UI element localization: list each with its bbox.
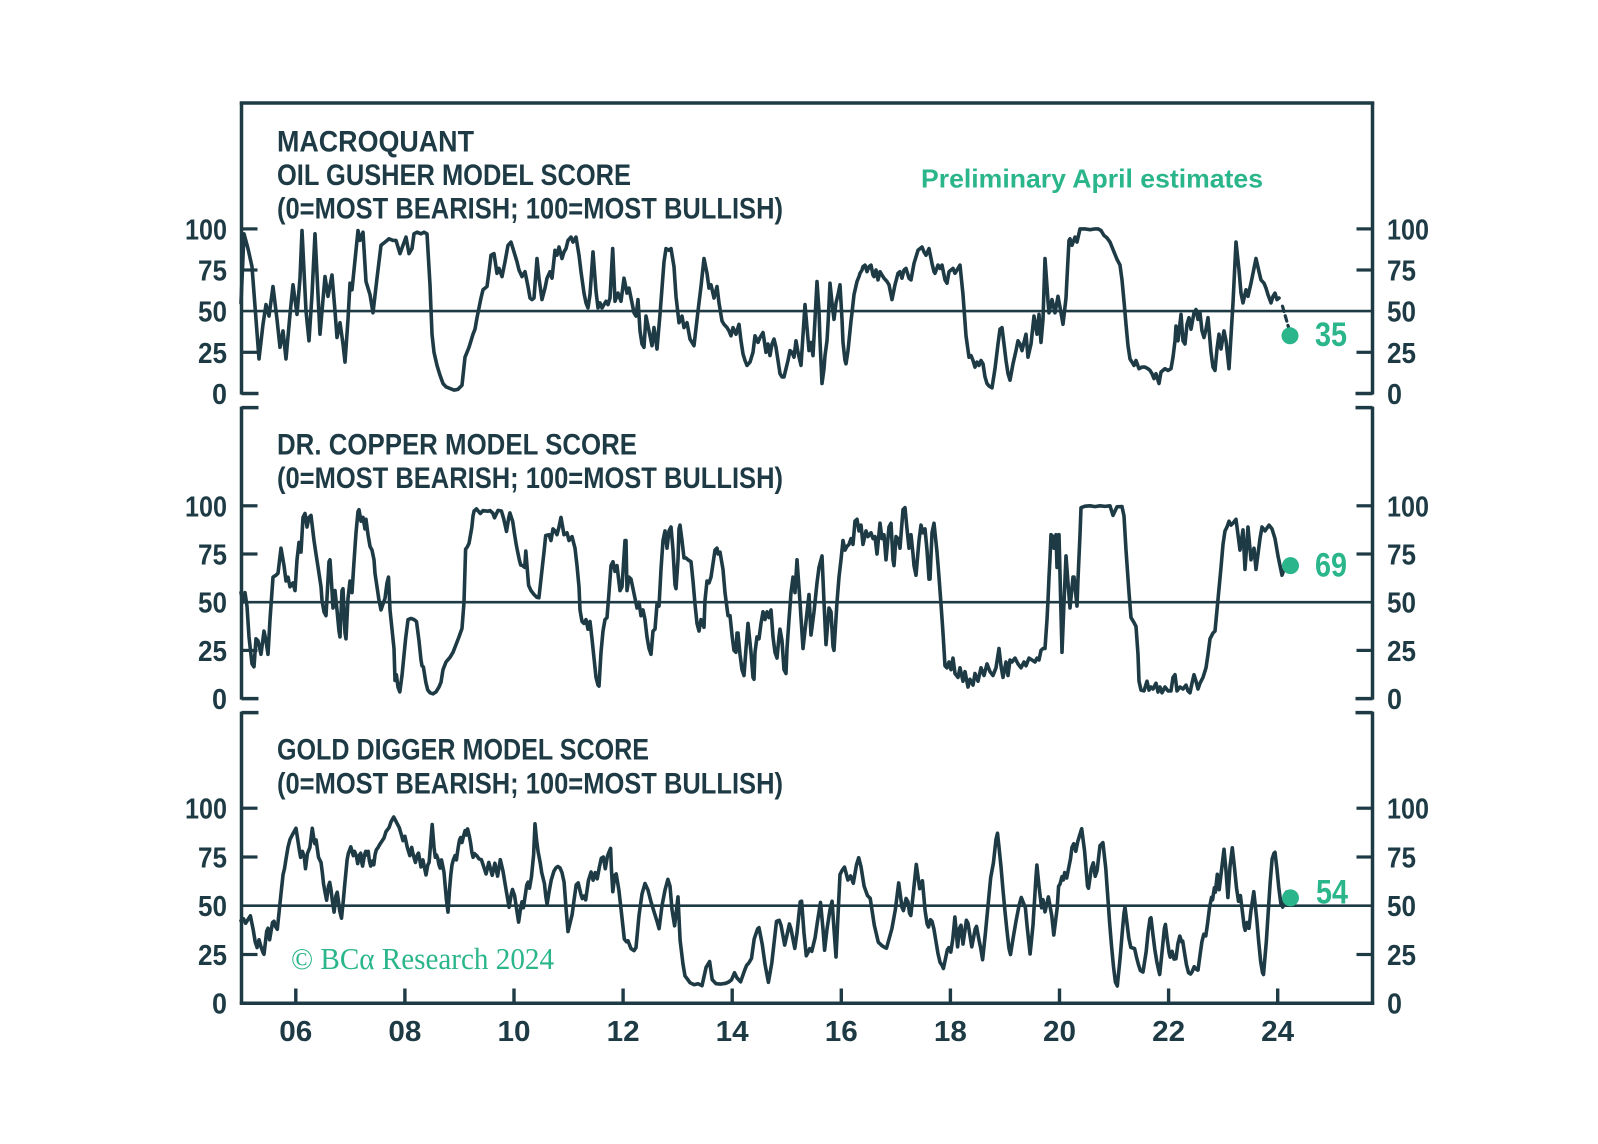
- svg-text:75: 75: [198, 256, 227, 288]
- svg-text:50: 50: [198, 588, 227, 620]
- svg-text:(0=MOST BEARISH; 100=MOST BULL: (0=MOST BEARISH; 100=MOST BULLISH): [277, 462, 783, 495]
- svg-text:50: 50: [1387, 588, 1416, 620]
- svg-text:75: 75: [198, 842, 227, 874]
- svg-text:06: 06: [279, 1016, 312, 1048]
- svg-text:OIL GUSHER MODEL SCORE: OIL GUSHER MODEL SCORE: [277, 159, 631, 192]
- svg-text:24: 24: [1261, 1016, 1294, 1048]
- svg-text:100: 100: [1387, 794, 1429, 826]
- svg-text:0: 0: [212, 379, 227, 411]
- svg-text:MACROQUANT: MACROQUANT: [277, 126, 474, 159]
- svg-text:25: 25: [198, 940, 227, 972]
- svg-text:Preliminary April estimates: Preliminary April estimates: [921, 164, 1263, 194]
- svg-text:50: 50: [198, 297, 227, 329]
- svg-text:75: 75: [1387, 540, 1416, 572]
- svg-text:100: 100: [1387, 491, 1429, 523]
- svg-text:0: 0: [1387, 684, 1402, 716]
- svg-text:(0=MOST BEARISH; 100=MOST BULL: (0=MOST BEARISH; 100=MOST BULLISH): [277, 193, 783, 226]
- svg-text:50: 50: [1387, 891, 1416, 923]
- svg-text:25: 25: [1387, 636, 1416, 668]
- svg-text:20: 20: [1043, 1016, 1076, 1048]
- svg-text:54: 54: [1316, 874, 1348, 912]
- svg-text:0: 0: [212, 684, 227, 716]
- svg-text:75: 75: [198, 540, 227, 572]
- svg-text:75: 75: [1387, 256, 1416, 288]
- svg-text:50: 50: [198, 891, 227, 923]
- svg-text:0: 0: [1387, 379, 1402, 411]
- svg-text:25: 25: [198, 636, 227, 668]
- svg-text:100: 100: [1387, 214, 1429, 246]
- svg-text:25: 25: [198, 338, 227, 370]
- svg-text:DR. COPPER MODEL SCORE: DR. COPPER MODEL SCORE: [277, 428, 637, 461]
- svg-text:© BCα Research 2024: © BCα Research 2024: [291, 941, 554, 976]
- svg-text:22: 22: [1152, 1016, 1185, 1048]
- svg-text:75: 75: [1387, 842, 1416, 874]
- svg-text:69: 69: [1315, 547, 1347, 585]
- svg-text:100: 100: [185, 214, 227, 246]
- svg-text:GOLD DIGGER MODEL SCORE: GOLD DIGGER MODEL SCORE: [277, 733, 649, 766]
- svg-text:12: 12: [607, 1016, 640, 1048]
- svg-text:100: 100: [185, 491, 227, 523]
- svg-text:14: 14: [716, 1016, 749, 1048]
- svg-text:25: 25: [1387, 338, 1416, 370]
- svg-text:10: 10: [498, 1016, 531, 1048]
- svg-text:0: 0: [212, 989, 227, 1021]
- svg-text:(0=MOST BEARISH; 100=MOST BULL: (0=MOST BEARISH; 100=MOST BULLISH): [277, 767, 783, 800]
- svg-text:18: 18: [934, 1016, 967, 1048]
- svg-text:50: 50: [1387, 297, 1416, 329]
- svg-text:100: 100: [185, 794, 227, 826]
- svg-text:35: 35: [1315, 316, 1347, 354]
- svg-text:25: 25: [1387, 940, 1416, 972]
- svg-text:0: 0: [1387, 989, 1402, 1021]
- svg-text:16: 16: [825, 1016, 858, 1048]
- svg-text:08: 08: [388, 1016, 421, 1048]
